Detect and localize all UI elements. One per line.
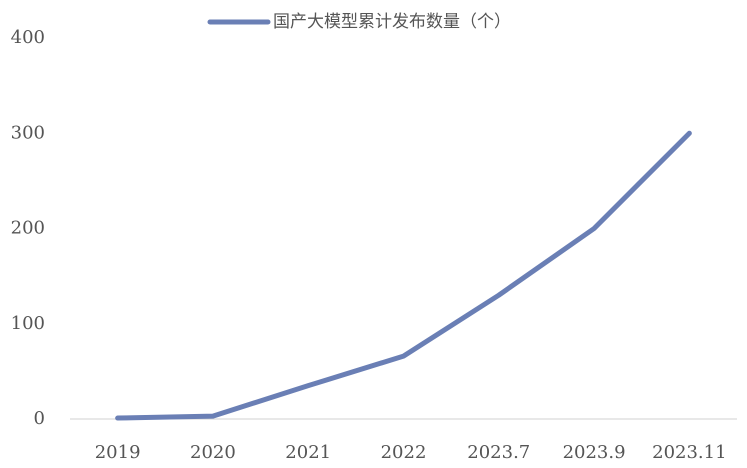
y-tick-label: 400 [11, 27, 45, 48]
y-tick-label: 0 [34, 408, 45, 429]
x-tick-label: 2020 [190, 442, 236, 463]
y-tick-label: 300 [11, 122, 45, 143]
x-tick-label: 2022 [381, 442, 427, 463]
x-tick-label: 2023.7 [467, 442, 530, 463]
line [115, 130, 692, 421]
legend-label: 国产大模型累计发布数量（个） [273, 12, 511, 32]
x-tick-label: 2023.11 [652, 442, 726, 463]
y-tick-label: 100 [11, 313, 45, 334]
x-tick-label: 2023.9 [563, 442, 626, 463]
y-tick-label: 200 [11, 218, 45, 239]
x-tick-label: 2019 [95, 442, 141, 463]
x-tick-label: 2021 [285, 442, 331, 463]
